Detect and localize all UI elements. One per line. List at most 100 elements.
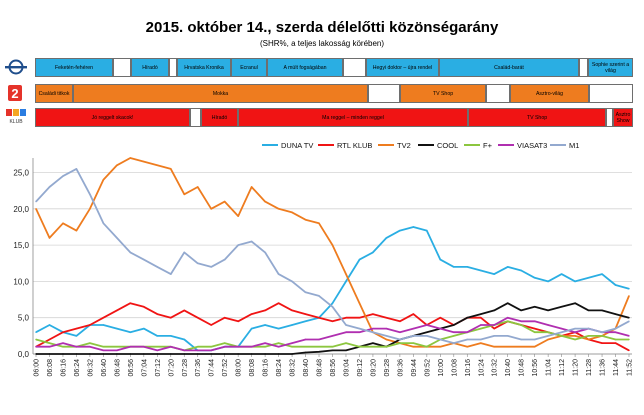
data-point [466, 317, 468, 319]
data-point [156, 349, 158, 352]
x-tick-label: 07:04 [141, 359, 148, 377]
data-point [48, 346, 51, 348]
x-tick-label: 09:36 [397, 359, 404, 377]
data-point [183, 193, 185, 195]
data-point [412, 346, 415, 348]
data-point [277, 353, 280, 355]
x-tick-label: 11:20 [573, 359, 580, 376]
x-tick-label: 07:12 [155, 359, 162, 377]
data-point [237, 320, 239, 322]
data-point [170, 317, 172, 319]
data-point [507, 335, 509, 337]
data-point [237, 346, 239, 348]
data-point [574, 335, 576, 337]
data-point [170, 168, 172, 170]
data-point [628, 295, 630, 297]
data-point [560, 327, 563, 330]
data-point [102, 324, 105, 326]
data-point [156, 164, 158, 166]
x-tick-label: 08:08 [249, 359, 256, 377]
rtl-program-block: Ma reggel – minden reggel [238, 108, 468, 127]
data-point [399, 338, 401, 341]
data-point [345, 349, 347, 352]
data-point [277, 302, 280, 304]
data-point [48, 342, 51, 344]
data-point [304, 351, 307, 354]
data-point [89, 324, 91, 326]
data-point [89, 208, 91, 210]
data-point [507, 266, 509, 268]
data-point [48, 186, 51, 188]
x-tick-label: 08:48 [317, 359, 324, 377]
data-point [237, 353, 239, 355]
x-tick-label: 06:32 [87, 359, 94, 377]
data-point [156, 266, 158, 268]
data-point [183, 338, 185, 341]
data-point [143, 306, 145, 308]
data-point [507, 302, 509, 304]
data-point [197, 186, 199, 188]
data-point [534, 320, 536, 322]
data-point [129, 331, 131, 333]
data-point [480, 317, 482, 319]
data-point [560, 273, 563, 275]
data-point [224, 353, 226, 355]
data-point [547, 309, 549, 312]
data-point [143, 160, 145, 163]
x-tick-label: 11:44 [613, 359, 620, 376]
data-point [587, 335, 590, 337]
data-point [116, 164, 118, 166]
data-point [35, 346, 37, 348]
rtl-program-block [190, 108, 201, 127]
data-point [291, 309, 293, 312]
duna-tv-schedule: Feketén-fehéren Híradó Hrvatska Kronika Ecr… [35, 58, 633, 77]
data-point [345, 342, 347, 344]
duna-program-block: Hrvatska Kronika [177, 58, 231, 77]
data-point [170, 353, 172, 355]
data-point [426, 335, 428, 337]
data-point [547, 338, 549, 341]
tv2-program-block [368, 84, 400, 103]
x-tick-label: 10:48 [519, 359, 526, 377]
x-tick-label: 07:20 [168, 359, 175, 377]
data-point [197, 353, 199, 355]
data-point [601, 342, 603, 344]
data-point [116, 309, 118, 312]
audience-share-chart: 0,0 5,0 10,0 15,0 20,0 25,0 06:00 06:08 06:16 06:… [13, 141, 633, 377]
duna-program-block: Hegyi doktor – újra rendel [366, 58, 439, 77]
data-point [628, 349, 630, 352]
data-point [385, 327, 388, 330]
data-point [48, 324, 51, 326]
x-tick-label: 11:28 [586, 359, 593, 376]
data-point [534, 331, 536, 333]
data-point [520, 338, 522, 341]
data-point [628, 335, 630, 337]
duna-program-block [579, 58, 588, 77]
legend-label: VIASAT3 [517, 141, 547, 150]
data-point [426, 346, 428, 348]
data-point [331, 320, 334, 322]
rtl-program-block: Asztro Show [613, 108, 633, 127]
data-point [129, 346, 131, 348]
data-point [358, 331, 361, 333]
data-point [237, 215, 239, 217]
duna-program-block [113, 58, 131, 77]
data-point [358, 302, 361, 304]
data-point [318, 317, 320, 319]
data-point [318, 222, 320, 224]
data-point [601, 331, 603, 333]
y-tick-label: 0,0 [18, 350, 30, 359]
data-point [35, 331, 37, 333]
data-point [170, 346, 172, 348]
x-tick-label: 09:52 [424, 359, 431, 377]
data-point [129, 302, 131, 304]
data-point [224, 317, 226, 319]
data-point [587, 338, 590, 341]
data-point [601, 273, 603, 275]
tv2-program-block: Asztro-világ [510, 84, 589, 103]
data-point [143, 327, 145, 330]
x-tick-label: 06:56 [128, 359, 135, 377]
data-point [560, 335, 563, 337]
data-point [116, 237, 118, 239]
data-point [426, 229, 428, 232]
